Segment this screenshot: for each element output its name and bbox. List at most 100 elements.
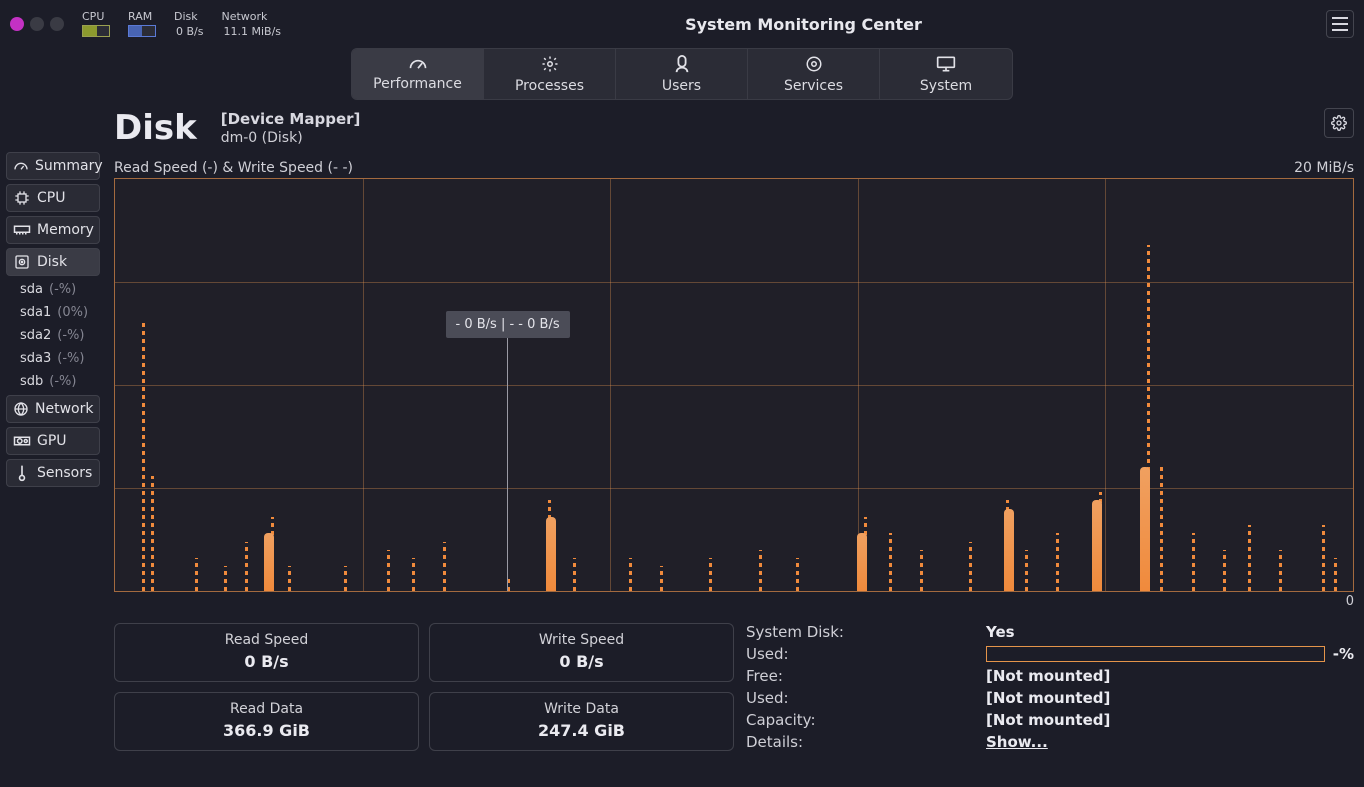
sidebar-item-network[interactable]: Network bbox=[6, 395, 100, 423]
chart-read-spike bbox=[387, 550, 390, 591]
chart-read-spike bbox=[1160, 467, 1163, 591]
free-value: [Not mounted] bbox=[986, 667, 1354, 685]
sidebar-item-disk[interactable]: Disk bbox=[6, 248, 100, 276]
chart-right-label: 20 MiB/s bbox=[1294, 160, 1354, 176]
chart-read-spike bbox=[412, 558, 415, 591]
disk-io-chart[interactable]: - 0 B/s | - - 0 B/s bbox=[114, 178, 1354, 592]
content-area: Disk [Device Mapper] dm-0 (Disk) Read Sp… bbox=[106, 100, 1364, 787]
chart-read-spike bbox=[573, 558, 576, 591]
window-title: System Monitoring Center bbox=[281, 15, 1326, 34]
window-buttons bbox=[10, 17, 64, 31]
titlebar: CPU RAM Disk 0 B/s Network 11.1 MiB/s Sy… bbox=[0, 0, 1364, 48]
used-key: Used: bbox=[746, 645, 946, 663]
sidebar-item-cpu[interactable]: CPU bbox=[6, 184, 100, 212]
sidebar-item-label: CPU bbox=[37, 190, 65, 206]
chart-read-spike bbox=[709, 558, 712, 591]
details-show-link[interactable]: Show... bbox=[986, 733, 1354, 751]
chart-tooltip: - 0 B/s | - - 0 B/s bbox=[446, 311, 570, 338]
chart-read-spike bbox=[920, 550, 923, 591]
disk-sub-name: sda2 bbox=[20, 328, 51, 343]
tab-label: Services bbox=[784, 78, 843, 94]
page-title: Disk bbox=[114, 108, 197, 148]
read-data-value: 366.9 GiB bbox=[115, 721, 418, 740]
tab-performance[interactable]: Performance bbox=[352, 49, 484, 99]
read-speed-box: Read Speed 0 B/s bbox=[114, 623, 419, 682]
sidebar-disk-sdb[interactable]: sdb(-%) bbox=[6, 372, 100, 391]
tab-label: Users bbox=[662, 78, 701, 94]
sidebar-item-label: Network bbox=[35, 401, 93, 417]
chart-read-spike bbox=[443, 542, 446, 591]
mini-disk-value: 0 B/s bbox=[176, 25, 203, 38]
chart-read-spike bbox=[1279, 550, 1282, 591]
chart-read-spike bbox=[1192, 533, 1195, 591]
sidebar-item-sensors[interactable]: Sensors bbox=[6, 459, 100, 487]
sidebar-item-label: Disk bbox=[37, 254, 67, 270]
close-window-button[interactable] bbox=[10, 17, 24, 31]
details-key: Details: bbox=[746, 733, 946, 751]
disk-sub-name: sda1 bbox=[20, 305, 51, 320]
disk-sub-name: sda3 bbox=[20, 351, 51, 366]
mini-disk-label: Disk bbox=[174, 10, 203, 23]
chart-read-spike bbox=[142, 323, 145, 591]
write-data-value: 247.4 GiB bbox=[430, 721, 733, 740]
chart-read-spike bbox=[195, 558, 198, 591]
sidebar-item-label: Sensors bbox=[37, 465, 92, 481]
sidebar-disk-sda2[interactable]: sda2 (-%) bbox=[6, 326, 100, 345]
used-pct-value: -% bbox=[1333, 645, 1354, 663]
write-speed-value: 0 B/s bbox=[430, 652, 733, 671]
chart-read-spike bbox=[245, 542, 248, 591]
chart-settings-button[interactable] bbox=[1324, 108, 1354, 138]
chart-read-spike bbox=[224, 566, 227, 591]
tab-services[interactable]: Services bbox=[748, 49, 880, 99]
chart-read-spike bbox=[1223, 550, 1226, 591]
chart-read-spike bbox=[151, 476, 154, 591]
read-data-label: Read Data bbox=[115, 701, 418, 717]
chart-read-spike bbox=[1248, 525, 1251, 591]
used-bar-row: -% bbox=[986, 645, 1354, 663]
gpu-icon bbox=[13, 432, 31, 450]
read-data-box: Read Data 366.9 GiB bbox=[114, 692, 419, 751]
capacity-value: [Not mounted] bbox=[986, 711, 1354, 729]
used2-key: Used: bbox=[746, 689, 946, 707]
system-icon bbox=[936, 55, 956, 76]
device-type-label: [Device Mapper] bbox=[221, 110, 361, 128]
performance-icon bbox=[408, 57, 428, 74]
stat-boxes: Read Speed 0 B/s Write Speed 0 B/s Read … bbox=[114, 623, 734, 751]
chart-write-spike bbox=[264, 533, 274, 591]
used-progress-bar bbox=[986, 646, 1325, 662]
write-speed-label: Write Speed bbox=[430, 632, 733, 648]
chart-write-spike bbox=[857, 533, 867, 591]
sidebar-disk-sda3[interactable]: sda3(-%) bbox=[6, 349, 100, 368]
chart-read-spike bbox=[759, 550, 762, 591]
mini-cpu-label: CPU bbox=[82, 10, 110, 23]
tab-processes[interactable]: Processes bbox=[484, 49, 616, 99]
header-mini-stats: CPU RAM Disk 0 B/s Network 11.1 MiB/s bbox=[82, 10, 281, 38]
chart-read-spike bbox=[344, 566, 347, 591]
write-data-box: Write Data 247.4 GiB bbox=[429, 692, 734, 751]
page-header: Disk [Device Mapper] dm-0 (Disk) bbox=[114, 108, 1354, 148]
hamburger-menu-button[interactable] bbox=[1326, 10, 1354, 38]
disk-sub-pct: (-%) bbox=[49, 282, 76, 297]
disk-sub-pct: (-%) bbox=[57, 328, 84, 343]
maximize-window-button[interactable] bbox=[50, 17, 64, 31]
chart-write-spike bbox=[1004, 509, 1014, 591]
tab-label: Performance bbox=[373, 76, 462, 92]
sidebar-disk-sda1[interactable]: sda1(0%) bbox=[6, 303, 100, 322]
chart-read-spike bbox=[1056, 533, 1059, 591]
read-speed-label: Read Speed bbox=[115, 632, 418, 648]
chart-read-spike bbox=[1025, 550, 1028, 591]
chart-write-spike bbox=[546, 517, 556, 591]
tab-system[interactable]: System bbox=[880, 49, 1012, 99]
chart-write-spike bbox=[1092, 500, 1102, 591]
chart-grid-h bbox=[115, 282, 1353, 283]
sidebar-disk-sda[interactable]: sda(-%) bbox=[6, 280, 100, 299]
sidebar-item-gpu[interactable]: GPU bbox=[6, 427, 100, 455]
mini-network-value: 11.1 MiB/s bbox=[223, 25, 281, 38]
tab-users[interactable]: Users bbox=[616, 49, 748, 99]
sidebar: Summary CPU Memory Disk sda(-%) sda1(0%) sda2 (… bbox=[0, 146, 106, 787]
used2-value: [Not mounted] bbox=[986, 689, 1354, 707]
tab-label: System bbox=[920, 78, 972, 94]
sidebar-item-summary[interactable]: Summary bbox=[6, 152, 100, 180]
minimize-window-button[interactable] bbox=[30, 17, 44, 31]
sidebar-item-memory[interactable]: Memory bbox=[6, 216, 100, 244]
